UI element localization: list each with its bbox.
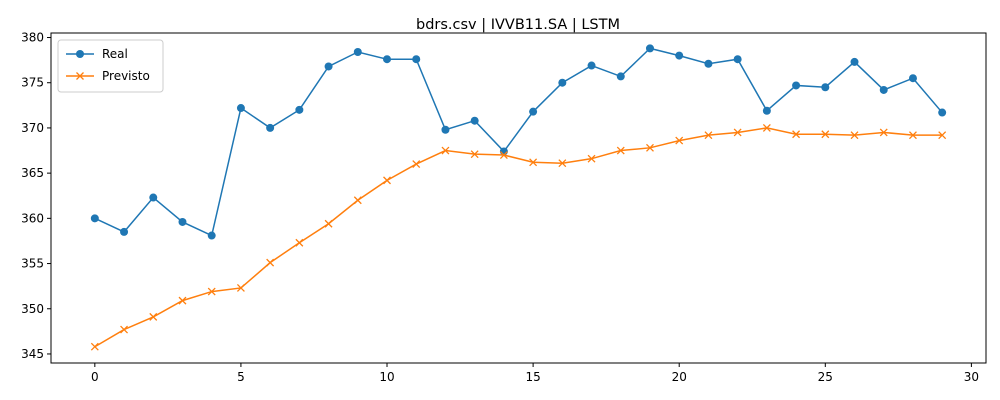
x-tick-label: 10: [379, 370, 394, 384]
data-point-real: [675, 51, 684, 60]
data-point-real: [236, 104, 245, 113]
data-point-previsto: [295, 238, 304, 247]
legend-box: [57, 39, 164, 93]
data-point-real: [645, 44, 654, 53]
data-point-previsto: [178, 296, 187, 305]
data-point-previsto: [792, 130, 801, 139]
data-point-real: [558, 78, 567, 87]
y-tick-label: 360: [21, 211, 44, 225]
data-point-previsto: [266, 258, 275, 267]
data-point-real: [529, 107, 538, 116]
data-point-previsto: [879, 128, 888, 137]
data-point-previsto: [324, 219, 333, 228]
x-tick-label: 25: [818, 370, 833, 384]
data-point-real: [792, 81, 801, 90]
y-tick-label: 350: [21, 302, 44, 316]
data-point-previsto: [499, 151, 508, 160]
data-point-real: [908, 74, 917, 83]
data-point-previsto: [412, 160, 421, 169]
data-point-real: [879, 85, 888, 94]
data-point-previsto: [90, 342, 99, 351]
data-point-previsto: [470, 150, 479, 159]
series-line-real: [94, 47, 943, 237]
data-point-real: [90, 214, 99, 223]
legend-label-previsto: Previsto: [102, 69, 150, 83]
legend: Real Previsto: [57, 39, 164, 93]
y-tick-label: 375: [21, 76, 44, 90]
data-point-real: [470, 116, 479, 125]
plot-frame: [50, 32, 987, 364]
data-point-real: [207, 231, 216, 240]
y-tick-label: 370: [21, 121, 44, 135]
data-point-real: [616, 72, 625, 81]
data-point-previsto: [821, 130, 830, 139]
data-point-previsto: [704, 131, 713, 140]
data-point-previsto: [120, 325, 129, 334]
data-point-previsto: [646, 143, 654, 152]
x-tick-label: 5: [237, 370, 245, 384]
data-point-previsto: [908, 131, 917, 140]
legend-marker-previsto: [76, 72, 84, 80]
y-tick-label: 380: [21, 31, 44, 45]
data-point-real: [149, 193, 158, 202]
y-tick-label: 355: [21, 257, 44, 271]
axes: 0 5 10 15 20 25 30 345 350 355 360 365 370 375 380: [21, 31, 979, 384]
data-point-previsto: [733, 128, 742, 137]
data-point-previsto: [938, 131, 947, 140]
data-point-previsto: [207, 287, 216, 296]
data-point-previsto: [529, 158, 538, 167]
data-point-previsto: [441, 146, 450, 155]
data-point-previsto: [587, 154, 596, 163]
y-tick-label: 345: [21, 347, 44, 361]
legend-label-real: Real: [102, 47, 128, 61]
data-point-previsto: [675, 136, 684, 145]
data-point-real: [938, 108, 947, 117]
data-point-previsto: [616, 146, 625, 155]
data-point-previsto: [383, 176, 391, 185]
data-point-previsto: [236, 283, 245, 292]
data-point-real: [266, 123, 275, 132]
data-point-real: [733, 55, 742, 64]
series-line-previsto: [94, 127, 943, 348]
legend-marker-real: [76, 50, 84, 58]
x-tick-label: 20: [672, 370, 687, 384]
data-point-real: [704, 59, 713, 68]
data-point-real: [412, 55, 421, 64]
data-point-previsto: [149, 312, 158, 321]
data-point-real: [821, 83, 830, 92]
data-point-previsto: [353, 196, 362, 205]
data-point-real: [120, 227, 129, 236]
x-tick-label: 0: [91, 370, 99, 384]
data-point-previsto: [558, 159, 567, 168]
data-point-real: [324, 62, 333, 71]
data-point-real: [441, 125, 450, 134]
plot-area: [90, 44, 947, 351]
data-point-real: [353, 47, 362, 56]
data-point-real: [178, 217, 187, 226]
x-tick-label: 15: [525, 370, 540, 384]
data-point-real: [587, 61, 596, 70]
data-point-real: [295, 105, 304, 114]
data-point-real: [762, 106, 771, 115]
data-point-real: [383, 55, 392, 64]
data-point-previsto: [762, 123, 771, 132]
x-tick-label: 30: [964, 370, 979, 384]
data-point-previsto: [850, 131, 859, 140]
y-tick-label: 365: [21, 166, 44, 180]
chart-title: bdrs.csv | IVVB11.SA | LSTM: [416, 17, 620, 33]
data-point-real: [850, 57, 859, 66]
